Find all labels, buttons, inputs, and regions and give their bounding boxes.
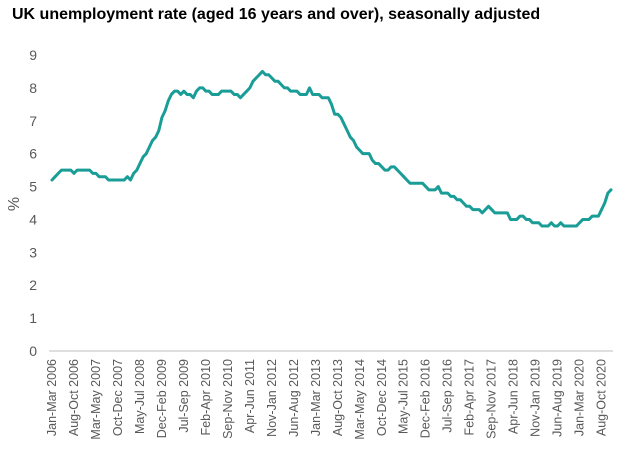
x-tick-label: Oct-Dec 2007: [111, 359, 125, 436]
x-tick-label: Jan-Mar 2006: [45, 359, 59, 436]
x-tick-label: Jun-Aug 2019: [551, 359, 565, 437]
y-tick-label: 0: [29, 343, 37, 359]
y-tick-label: 9: [29, 47, 37, 63]
y-tick-label: 7: [29, 113, 37, 129]
x-tick-label: Aug-Oct 2020: [595, 359, 609, 436]
y-tick-label: 3: [29, 244, 37, 260]
x-tick-label: Jul-Sep 2009: [177, 359, 191, 433]
x-tick-label: May-Jul 2015: [397, 359, 411, 434]
y-axis-ticks: 0 1 2 3 4 5 6 7 8 9: [29, 47, 37, 359]
unemployment-rate-line: [50, 69, 613, 228]
y-tick-label: 2: [29, 277, 37, 293]
chart-title: UK unemployment rate (aged 16 years and …: [12, 6, 541, 23]
x-tick-label: Jan-Mar 2013: [309, 359, 323, 436]
x-axis-ticks: Jan-Mar 2006 Aug-Oct 2006 Mar-May 2007 Oct-…: [45, 359, 609, 440]
y-tick-label: 6: [29, 146, 37, 162]
x-tick-label: Feb-Apr 2017: [463, 359, 477, 435]
x-tick-label: May-Jul 2008: [133, 359, 147, 434]
x-tick-label: Dec-Feb 2016: [419, 359, 433, 438]
x-tick-label: Nov-Jan 2019: [529, 359, 543, 437]
x-tick-label: Apr-Jun 2018: [507, 359, 521, 434]
x-tick-label: Jan-Mar 2020: [573, 359, 587, 436]
x-tick-label: Dec-Feb 2009: [155, 359, 169, 438]
x-tick-label: Feb-Apr 2010: [199, 359, 213, 435]
x-tick-label: Jul-Sep 2016: [441, 359, 455, 433]
x-tick-label: Aug-Oct 2006: [67, 359, 81, 436]
y-tick-label: 4: [29, 211, 37, 227]
x-tick-label: Mar-May 2007: [89, 359, 103, 440]
x-tick-label: Sep-Nov 2010: [221, 359, 235, 439]
x-tick-label: Sep-Nov 2017: [485, 359, 499, 439]
x-tick-label: Aug-Oct 2013: [331, 359, 345, 436]
x-tick-label: Apr-Jun 2011: [243, 359, 257, 433]
x-tick-label: Jun-Aug 2012: [287, 359, 301, 437]
x-tick-label: Mar-May 2014: [353, 359, 367, 440]
y-tick-label: 8: [29, 80, 37, 96]
y-tick-label: 5: [29, 179, 37, 195]
x-tick-label: Oct-Dec 2014: [375, 359, 389, 436]
y-tick-label: 1: [29, 310, 37, 326]
y-axis-label: %: [6, 197, 23, 211]
x-tick-label: Nov-Jan 2012: [265, 359, 279, 437]
